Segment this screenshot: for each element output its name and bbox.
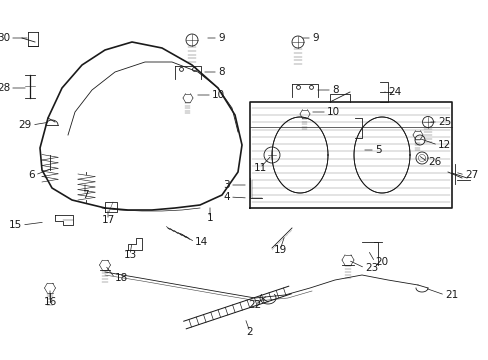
Text: 14: 14: [195, 237, 208, 247]
Text: 26: 26: [427, 157, 440, 167]
Text: 24: 24: [387, 87, 401, 97]
Polygon shape: [353, 117, 409, 193]
Text: 3: 3: [223, 180, 229, 190]
Text: 28: 28: [0, 83, 10, 93]
Text: 8: 8: [218, 67, 224, 77]
Text: 17: 17: [101, 215, 114, 225]
Text: 13: 13: [123, 250, 136, 260]
Text: 27: 27: [464, 170, 477, 180]
Text: 22: 22: [248, 300, 261, 310]
Text: 15: 15: [9, 220, 22, 230]
Text: 5: 5: [374, 145, 381, 155]
Text: 4: 4: [223, 192, 229, 202]
Text: 21: 21: [444, 290, 457, 300]
Text: 29: 29: [19, 120, 32, 130]
Text: 12: 12: [437, 140, 450, 150]
Polygon shape: [271, 117, 327, 193]
Text: 18: 18: [115, 273, 128, 283]
Text: 16: 16: [43, 297, 57, 307]
Text: 11: 11: [253, 163, 266, 173]
Text: 23: 23: [364, 263, 378, 273]
Text: 7: 7: [81, 190, 88, 200]
Text: 8: 8: [331, 85, 338, 95]
Text: 10: 10: [212, 90, 224, 100]
Text: 9: 9: [218, 33, 224, 43]
Text: 2: 2: [246, 327, 253, 337]
Text: 10: 10: [326, 107, 340, 117]
Text: 9: 9: [311, 33, 318, 43]
Text: 19: 19: [273, 245, 286, 255]
Text: 20: 20: [374, 257, 387, 267]
Text: 25: 25: [437, 117, 450, 127]
Text: 6: 6: [28, 170, 35, 180]
Text: 30: 30: [0, 33, 10, 43]
Text: 1: 1: [206, 213, 213, 223]
